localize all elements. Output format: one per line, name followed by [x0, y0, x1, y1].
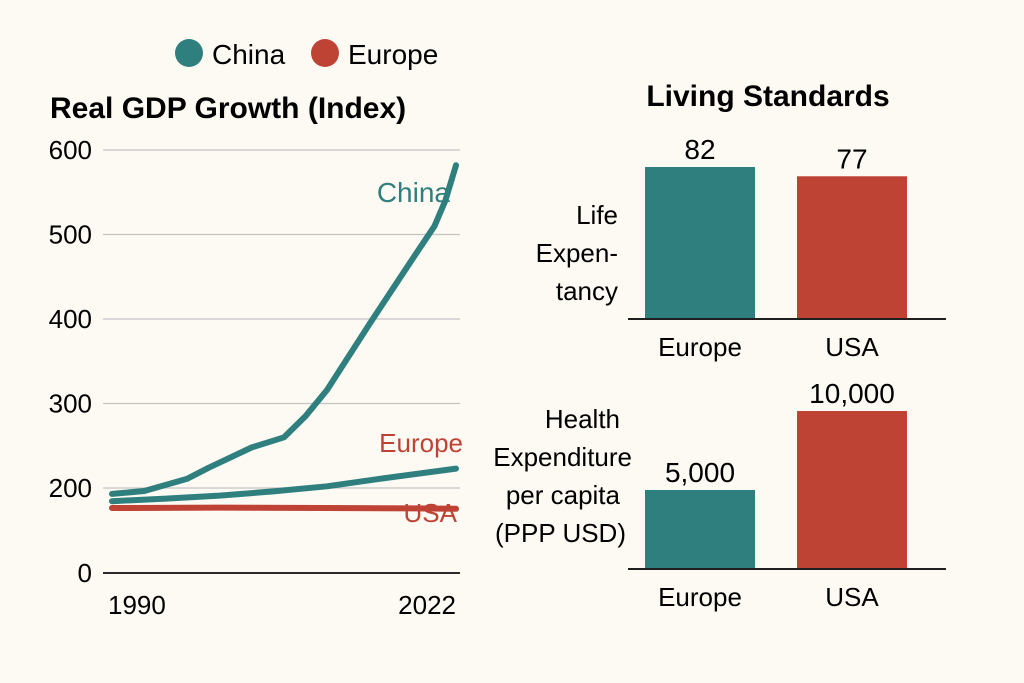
series-line-usa [109, 504, 459, 512]
legend-label-china: China [212, 39, 286, 70]
health-label-line-3: per capita [506, 480, 621, 510]
gdp-line-chart: Real GDP Growth (Index) 0 200 300 400 500 600… [49, 92, 463, 620]
health-value-label-europe: 5,000 [665, 457, 735, 488]
health-value-label-usa: 10,000 [809, 378, 895, 409]
gdp-chart-title: Real GDP Growth (Index) [50, 92, 406, 125]
health-label-line-1: Health [545, 404, 620, 434]
legend: China Europe [175, 39, 438, 70]
y-tick-300: 300 [49, 389, 92, 419]
series-label-usa: USA [404, 498, 458, 528]
x-tick-1990: 1990 [108, 590, 166, 620]
life-expectancy-value-label-europe: 82 [684, 134, 715, 165]
life-expectancy-label-line-2: Expen- [536, 238, 618, 268]
life-expectancy-bar-usa [797, 176, 907, 319]
x-tick-2022: 2022 [398, 590, 456, 620]
life-expectancy-category-europe: Europe [658, 332, 742, 362]
life-expectancy-category-usa: USA [825, 332, 879, 362]
health-label-line-2: Expenditure [493, 442, 632, 472]
life-expectancy-value-label-usa: 77 [836, 143, 867, 174]
health-expenditure-bar-chart: Health Expenditure per capita (PPP USD) … [493, 378, 946, 612]
y-tick-200: 200 [49, 473, 92, 503]
series-line-europe [109, 465, 459, 505]
life-expectancy-label-line-1: Life [576, 200, 618, 230]
y-tick-600: 600 [49, 135, 92, 165]
legend-label-europe: Europe [348, 39, 438, 70]
series-line-china [109, 162, 459, 497]
series-label-china: China [377, 177, 451, 208]
y-tick-500: 500 [49, 220, 92, 250]
health-category-europe: Europe [658, 582, 742, 612]
y-tick-400: 400 [49, 304, 92, 334]
legend-swatch-europe [311, 39, 339, 67]
health-category-usa: USA [825, 582, 879, 612]
life-expectancy-bar-chart: Living Standards Life Expen- tancy 82 77 … [536, 80, 946, 362]
life-expectancy-label-line-3: tancy [556, 276, 618, 306]
health-bar-europe [645, 490, 755, 569]
series-label-europe: Europe [379, 428, 463, 458]
bar-chart-title: Living Standards [646, 80, 889, 113]
health-label-line-4: (PPP USD) [495, 518, 626, 548]
y-tick-0: 0 [78, 558, 92, 588]
health-bar-usa [797, 411, 907, 569]
life-expectancy-bar-europe [645, 167, 755, 319]
legend-swatch-china [175, 39, 203, 67]
